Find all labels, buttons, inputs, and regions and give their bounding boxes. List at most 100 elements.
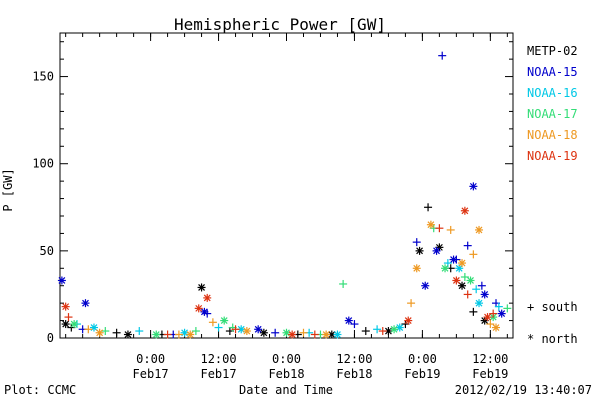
north-point-d2 (195, 304, 203, 312)
y-tick-label: 100 (32, 157, 54, 171)
south-point (299, 328, 308, 337)
south-point (208, 318, 217, 327)
south-point (214, 323, 223, 332)
north-point (327, 330, 336, 339)
north-point (282, 328, 291, 337)
north-point-d2 (283, 329, 290, 337)
north-point-d2 (288, 331, 296, 338)
x-tick-date-label: Feb19 (472, 367, 508, 381)
north-point-d2 (421, 282, 429, 290)
north-point-d2 (475, 226, 483, 234)
north-point-d2 (322, 331, 330, 338)
north-point-d2 (334, 331, 341, 338)
x-tick-time-label: 0:00 (136, 352, 165, 366)
north-point (458, 281, 467, 290)
x-tick-time-label: 12:00 (336, 352, 372, 366)
south-point (446, 225, 455, 234)
south-point (494, 302, 503, 311)
legend-entry: NOAA-18 (527, 128, 578, 142)
north-point-d2 (413, 264, 421, 272)
north-point-d2 (200, 308, 208, 316)
north-point-d2 (96, 329, 104, 337)
south-point (191, 327, 200, 336)
legend-entry: NOAA-15 (527, 65, 578, 79)
north-point-d2 (469, 182, 477, 190)
north-point-d2 (198, 284, 205, 291)
north-point-d2 (467, 277, 474, 284)
north-point (395, 323, 404, 332)
south-point (271, 328, 280, 337)
north-point-d2 (237, 325, 245, 333)
north-point (197, 283, 206, 292)
y-tick-label: 50 (40, 244, 54, 258)
south-point (486, 320, 495, 329)
north-point-d2 (152, 331, 160, 338)
south-point (84, 325, 93, 334)
y-tick-label: 150 (32, 70, 54, 84)
x-tick-date-label: Feb18 (268, 367, 304, 381)
north-point (61, 302, 70, 311)
south-point (463, 241, 472, 250)
legend-entry: METP-02 (527, 44, 578, 58)
south-point (361, 327, 370, 336)
south-point (339, 279, 348, 288)
south-point (424, 203, 433, 212)
legend-entry: NOAA-16 (527, 86, 578, 100)
x-axis-label: Date and Time (239, 383, 333, 397)
north-point (421, 281, 430, 290)
south-point (472, 285, 481, 294)
north-point-d2 (70, 320, 78, 328)
north-point-d2 (427, 221, 435, 229)
south-point (174, 330, 183, 339)
north-point (242, 327, 251, 336)
north-point (123, 330, 132, 339)
north-point-d2 (254, 325, 262, 333)
south-point (438, 51, 447, 60)
south-point (310, 330, 319, 339)
north-point (469, 182, 478, 191)
legend-entry: NOAA-17 (527, 107, 578, 121)
north-point-d2 (484, 313, 491, 321)
south-point (503, 304, 512, 313)
south-point (163, 330, 172, 339)
north-point (259, 328, 268, 337)
north-point-d2 (82, 299, 89, 307)
north-point (186, 330, 195, 339)
north-point-d2 (124, 331, 132, 338)
north-point (432, 246, 441, 255)
x-tick-time-label: 12:00 (472, 352, 508, 366)
north-point-d2 (458, 282, 466, 290)
north-point (152, 330, 161, 339)
north-point-d2 (416, 247, 423, 255)
axis-ticks: 0501001500:00Feb1712:00Feb170:00Feb1812:… (32, 33, 513, 381)
north-point-d2 (433, 247, 440, 255)
north-point-d2 (492, 324, 500, 331)
north-point-d2 (475, 299, 483, 307)
south-point (412, 238, 421, 247)
south-point (477, 281, 486, 290)
y-axis-label: P [GW] (1, 168, 15, 211)
north-point (70, 320, 79, 329)
north-point (344, 316, 353, 325)
north-point-d2 (404, 317, 412, 324)
north-point-d2 (461, 207, 469, 215)
legend-entry: NOAA-19 (527, 149, 578, 163)
north-point (466, 276, 475, 285)
north-point (95, 328, 104, 337)
north-point (203, 293, 212, 302)
x-tick-date-label: Feb19 (404, 367, 440, 381)
south-point (469, 307, 478, 316)
legend-south-marker: + south (527, 300, 578, 314)
north-point (412, 264, 421, 273)
north-point (492, 323, 501, 332)
north-point (57, 276, 66, 285)
north-point (404, 316, 413, 325)
north-point-d2 (203, 294, 211, 302)
north-point-d2 (58, 277, 66, 284)
north-point (415, 246, 424, 255)
plot-timestamp: 2012/02/19 13:40:07 (455, 383, 592, 397)
north-point (483, 313, 492, 322)
north-point-d2 (328, 331, 336, 338)
north-point (460, 206, 469, 215)
